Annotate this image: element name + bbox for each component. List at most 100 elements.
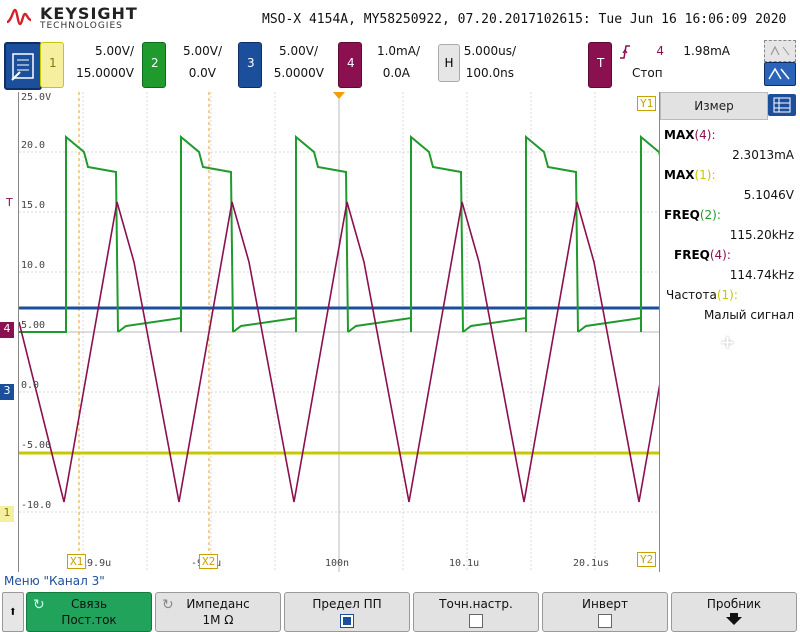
measurement-3-label[interactable]: FREQ(2): — [660, 206, 725, 224]
channel-3-indicator[interactable]: 3 — [238, 42, 262, 88]
measurement-1-source: (4): — [694, 128, 716, 142]
waveform-button[interactable] — [764, 62, 796, 86]
measurement-2-label[interactable]: MAX(1): — [660, 166, 720, 184]
channel-2-offset: 0.0V — [188, 66, 216, 80]
y-label-20: 20.0 — [21, 140, 46, 151]
measurement-4-name: FREQ — [674, 248, 710, 262]
measurement-5-label[interactable]: Частота(1): — [666, 288, 738, 302]
channel-3-number: 3 — [247, 56, 255, 70]
measurement-2-source: (1): — [694, 168, 716, 182]
waveform-icon — [768, 67, 790, 80]
softkey-fine[interactable]: Точн.настр. — [413, 592, 539, 632]
fine-checkbox[interactable] — [469, 614, 483, 628]
waveform-area — [19, 92, 659, 572]
x-label-2: 100n — [325, 558, 350, 569]
bw-limit-checkbox[interactable] — [340, 614, 354, 628]
cursor-x1-label[interactable]: X1 — [67, 554, 87, 569]
main-menu-button[interactable] — [4, 42, 42, 90]
cursor-y2-label[interactable]: Y2 — [637, 552, 657, 567]
channel-3-offset: 5.0000V — [273, 66, 324, 80]
channel-4-trace — [19, 201, 659, 503]
channel-1-number: 1 — [49, 56, 57, 70]
cursor-y1-label[interactable]: Y1 — [637, 96, 657, 111]
channel-3-scale: 5.00V/ — [279, 44, 318, 58]
channel-1-indicator[interactable]: 1 — [40, 42, 64, 88]
measurement-5-source: (1): — [716, 288, 738, 302]
autoscale-button[interactable] — [764, 40, 796, 62]
measurement-3-source: (2): — [699, 208, 721, 222]
run-status: Стоп — [632, 66, 663, 80]
measurement-3-name: FREQ — [664, 208, 700, 222]
channel-3-ground-marker[interactable]: 3 — [0, 384, 14, 400]
menu-title: Меню "Канал 3" — [4, 574, 105, 588]
autoscale-icon — [770, 45, 790, 56]
channel-4-number: 4 — [347, 56, 355, 70]
horizontal-button[interactable]: H — [438, 44, 460, 82]
x-label-4: 20.1us — [573, 558, 610, 569]
y-label-5: 5.00 — [21, 320, 46, 331]
channel-bar — [0, 38, 800, 92]
brand-subtitle: TECHNOLOGIES — [40, 21, 123, 31]
tab-measure[interactable]: Измер — [660, 92, 768, 120]
keysight-logo-icon — [6, 8, 32, 26]
measurement-4-label[interactable]: FREQ(4): — [670, 246, 735, 264]
softkey-probe[interactable]: Пробник — [671, 592, 797, 632]
softkey-coupling-label: Связь — [70, 597, 108, 611]
channel-4-offset: 0.0A — [382, 66, 410, 80]
x-label-0: -19.9u — [75, 558, 112, 569]
invert-checkbox[interactable] — [598, 614, 612, 628]
refresh-icon: ↻ — [33, 597, 45, 613]
softkey-fine-label: Точн.настр. — [439, 597, 513, 611]
softkey-impedance-value: 1M Ω — [202, 613, 234, 627]
channel-1-ground-marker[interactable]: 1 — [0, 506, 14, 522]
grid-icon — [773, 97, 791, 113]
measurement-1-name: MAX — [664, 128, 695, 142]
checkbox-check-icon — [343, 617, 351, 625]
down-arrow-icon — [726, 613, 742, 625]
up-arrow-icon: ⬆ — [8, 604, 18, 620]
top-bar: KEYSIGHT TECHNOLOGIES MSO-X 4154A, MY582… — [0, 0, 800, 38]
y-label-minus10: -10.0 — [21, 500, 52, 511]
channel-4-scale: 1.0mA/ — [376, 44, 420, 58]
measurement-3-value: 115.20kHz — [729, 228, 794, 242]
channel-2-indicator[interactable]: 2 — [142, 42, 166, 88]
measurement-2-name: MAX — [664, 168, 695, 182]
y-label-minus5: -5.00 — [21, 440, 52, 451]
channel-2-trace — [19, 134, 659, 333]
back-button[interactable]: ⬆ — [2, 592, 24, 632]
softkey-invert-label: Инверт — [582, 597, 628, 611]
softkey-impedance[interactable]: ↻ Импеданс 1M Ω — [155, 592, 281, 632]
y-label-25: 25.0V — [21, 92, 52, 103]
trigger-position-icon — [333, 92, 345, 99]
y-label-15: 15.0 — [21, 200, 46, 211]
channel-2-number: 2 — [151, 56, 159, 70]
channel-1-offset: 15.0000V — [76, 66, 134, 80]
measurement-2-value: 5.1046V — [743, 188, 794, 202]
waveform-display[interactable]: 25.0V 20.0 15.0 10.0 5.00 0.0 -5.00 -10.… — [18, 92, 660, 572]
measurement-4-value: 114.74kHz — [729, 268, 794, 282]
cursor-x2-label[interactable]: X2 — [199, 554, 219, 569]
menu-icon — [11, 53, 34, 81]
softkey-impedance-label: Импеданс — [186, 597, 250, 611]
y-label-10: 10.0 — [21, 260, 46, 271]
trigger-level-marker[interactable]: T — [6, 196, 13, 209]
channel-4-indicator[interactable]: 4 — [338, 42, 362, 88]
softkey-coupling[interactable]: ↻ Связь Пост.ток — [26, 592, 152, 632]
panel-menu-button[interactable] — [768, 94, 796, 116]
trigger-edge-icon — [620, 45, 630, 59]
add-measurement-button[interactable]: + — [720, 332, 736, 353]
softkey-probe-label: Пробник — [706, 597, 762, 611]
channel-4-ground-marker[interactable]: 4 — [0, 322, 14, 338]
channel-2-scale: 5.00V/ — [183, 44, 222, 58]
softkey-bw-limit[interactable]: Предел ПП — [284, 592, 410, 632]
brand-name: KEYSIGHT — [40, 4, 138, 23]
softkey-bw-limit-label: Предел ПП — [312, 597, 382, 611]
trigger-indicator[interactable]: T — [588, 42, 612, 88]
softkey-invert[interactable]: Инверт — [542, 592, 668, 632]
trigger-label: T — [597, 56, 605, 70]
measurement-1-label[interactable]: MAX(4): — [660, 126, 720, 144]
measurement-4-source: (4): — [709, 248, 731, 262]
measurement-panel: Измер MAX(4): 2.3013mA MAX(1): 5.1046V F… — [660, 92, 800, 572]
trigger-level: 1.98mA — [683, 44, 730, 58]
measurement-1-value: 2.3013mA — [732, 148, 794, 162]
